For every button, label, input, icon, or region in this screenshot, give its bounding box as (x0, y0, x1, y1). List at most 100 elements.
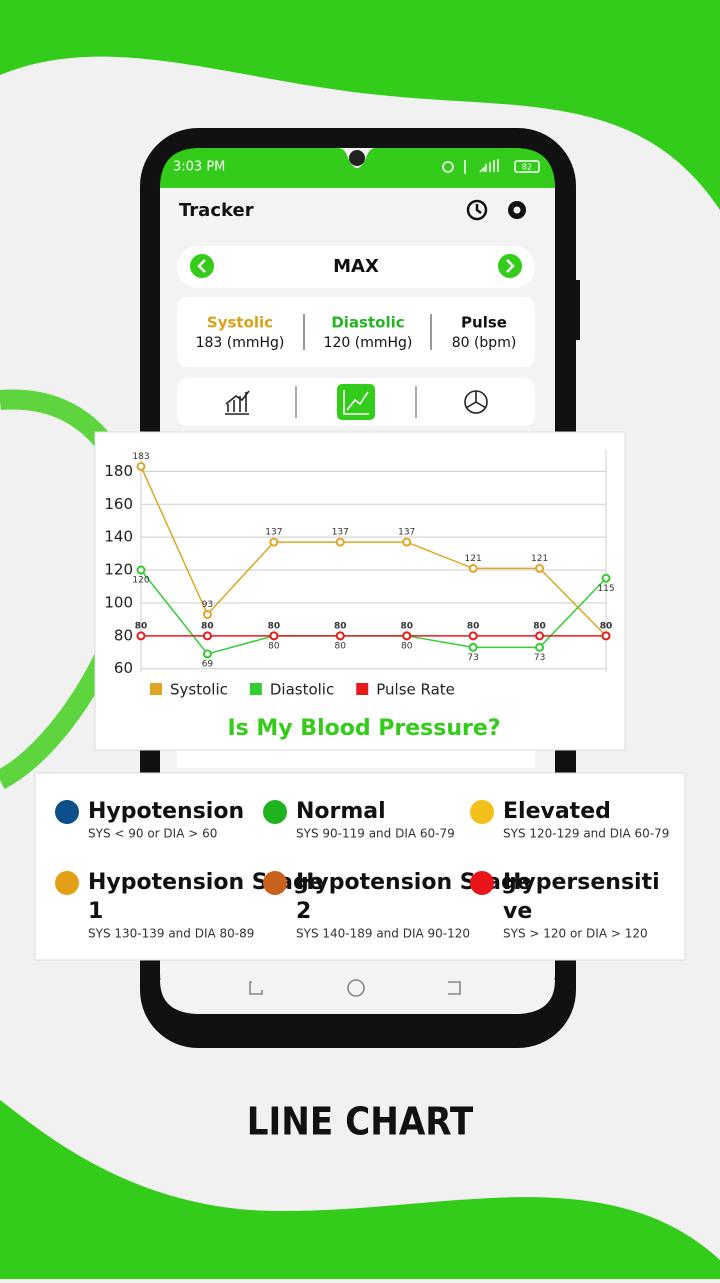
line-tab-icon (343, 390, 369, 415)
line-tab[interactable] (337, 384, 375, 420)
category-desc: SYS < 90 or DIA > 60 (88, 827, 217, 841)
point (601, 631, 611, 641)
category-name: Normal (296, 799, 386, 824)
point (269, 631, 279, 641)
battery-level: 82 (522, 163, 532, 172)
summary-card (177, 297, 535, 367)
summary-label: Systolic (207, 314, 273, 332)
back-button[interactable] (448, 981, 461, 995)
point (335, 631, 345, 641)
status-icons (442, 159, 540, 174)
point (202, 649, 212, 659)
point (535, 642, 545, 652)
y-tick-label: 180 (104, 462, 133, 480)
data-label: 137 (398, 528, 415, 538)
legend-label: Pulse Rate (376, 681, 455, 699)
data-label: 80 (401, 641, 413, 651)
point (535, 563, 545, 573)
data-label: 73 (534, 653, 545, 663)
data-label: 80 (268, 641, 280, 651)
data-label: 80 (600, 621, 613, 631)
point (468, 563, 478, 573)
data-label: 93 (202, 600, 213, 610)
data-label: 137 (332, 528, 349, 538)
legend-label: Systolic (170, 681, 228, 699)
next-button[interactable] (498, 254, 522, 278)
category-name: Elevated (503, 799, 611, 824)
footer-title: LINE CHART (247, 1100, 474, 1144)
y-tick-label: 80 (114, 626, 133, 644)
point (468, 642, 478, 652)
data-label: 69 (202, 659, 214, 669)
recent-button[interactable] (249, 981, 263, 995)
nav-bar (249, 979, 461, 997)
category-dot (55, 871, 79, 895)
data-label: 183 (132, 452, 149, 462)
y-tick-label: 100 (104, 593, 133, 611)
data-label: 115 (597, 584, 614, 594)
point (601, 573, 611, 583)
data-label: 80 (335, 641, 347, 651)
point (269, 537, 279, 547)
settings-button[interactable] (508, 201, 526, 219)
category-dot (263, 800, 287, 824)
summary-value: 80 (bpm) (452, 335, 517, 351)
category-name: Hypotension Stage 1 (88, 870, 324, 924)
category-dot (470, 871, 494, 895)
y-tick-label: 160 (104, 495, 133, 513)
pie-tab[interactable] (464, 390, 488, 414)
phone-button (576, 280, 580, 340)
category-name: Hypotension (88, 799, 244, 824)
point (402, 537, 412, 547)
data-label: 73 (467, 653, 478, 663)
point (402, 631, 412, 641)
y-tick-label: 120 (104, 561, 133, 579)
category-desc: SYS > 120 or DIA > 120 (503, 927, 648, 941)
selector (177, 246, 535, 288)
y-tick-label: 60 (114, 659, 133, 677)
data-label: 80 (533, 621, 546, 631)
time: 3:03 PM (173, 160, 225, 175)
point (136, 461, 146, 471)
summary-value: 120 (mmHg) (324, 335, 413, 351)
point (468, 631, 478, 641)
category-desc: SYS 140-189 and DIA 90-120 (296, 927, 470, 941)
summary-label: Pulse (461, 314, 507, 332)
category-name: Hypersensiti ve (503, 870, 660, 924)
bottom-wave (0, 1100, 720, 1279)
top-wave (0, 0, 720, 210)
selector-label: MAX (333, 256, 379, 277)
point (136, 631, 146, 641)
status-bar (160, 148, 555, 188)
point (202, 609, 212, 619)
data-label: 120 (132, 576, 149, 586)
legend-label: Diastolic (270, 681, 334, 699)
prev-button[interactable] (190, 254, 214, 278)
home-button[interactable] (347, 979, 365, 997)
nav-area (160, 980, 555, 1014)
summary-label: Diastolic (331, 314, 404, 332)
point (136, 565, 146, 575)
data-label: 137 (265, 528, 282, 538)
summary-value: 183 (mmHg) (196, 335, 285, 351)
data-label: 121 (531, 554, 548, 564)
legend-swatch (356, 683, 369, 695)
series-line (140, 466, 607, 637)
legend-swatch (150, 683, 162, 695)
data-label: 80 (135, 621, 148, 631)
data-label: 80 (268, 621, 281, 631)
legend-card (34, 772, 686, 961)
chart-caption: Is My Blood Pressure? (227, 716, 500, 741)
data-label: 80 (334, 621, 347, 631)
prev-arrow (197, 259, 206, 273)
next-arrow (506, 259, 515, 273)
bar-tab[interactable] (225, 390, 250, 415)
category-dot (470, 800, 494, 824)
category-dot (55, 800, 79, 824)
chart-card (94, 431, 626, 751)
category-desc: SYS 120-129 and DIA 60-79 (503, 827, 669, 841)
point (335, 537, 345, 547)
legend-swatch (249, 683, 262, 695)
history-button[interactable] (466, 199, 488, 221)
